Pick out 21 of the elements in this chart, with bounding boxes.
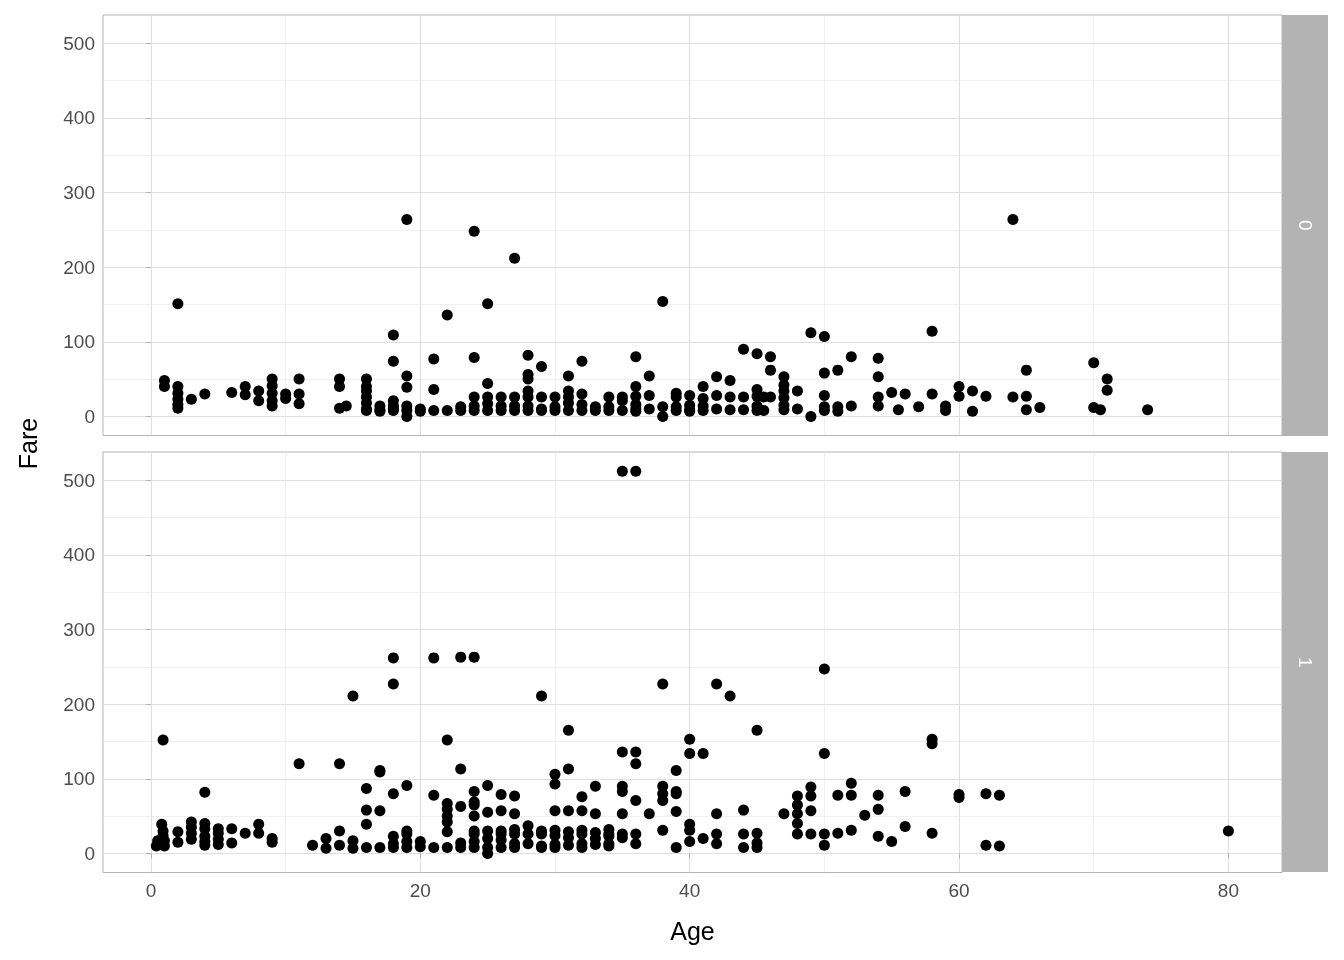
y-tick-label: 500 bbox=[63, 32, 95, 54]
y-tick-label: 300 bbox=[63, 618, 95, 640]
y-axis-title: Fare bbox=[13, 417, 42, 470]
y-tick-label: 200 bbox=[63, 256, 95, 278]
x-axis-title: Age bbox=[670, 916, 715, 945]
y-tick-label: 500 bbox=[63, 469, 95, 491]
y-tick-label: 0 bbox=[84, 842, 95, 864]
y-tick-label: 400 bbox=[63, 107, 95, 129]
x-tick-label: 80 bbox=[1217, 879, 1239, 900]
x-tick-label: 0 bbox=[145, 879, 157, 900]
y-tick-label: 100 bbox=[63, 767, 95, 789]
y-tick-label: 0 bbox=[84, 405, 95, 427]
y-tick-label: 200 bbox=[63, 693, 95, 715]
text: 1 bbox=[1294, 656, 1316, 668]
y-tick-label: 400 bbox=[63, 543, 95, 565]
y-tick-label: 300 bbox=[63, 182, 95, 204]
x-tick-label: 60 bbox=[948, 879, 970, 900]
x-tick-label: 20 bbox=[409, 879, 431, 900]
y-tick-label: 100 bbox=[63, 331, 95, 353]
text: 0 bbox=[1294, 219, 1316, 231]
x-tick-label: 40 bbox=[679, 879, 701, 900]
